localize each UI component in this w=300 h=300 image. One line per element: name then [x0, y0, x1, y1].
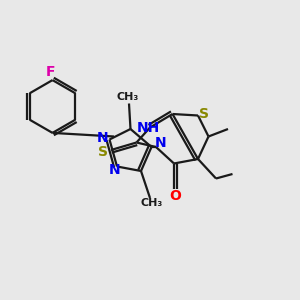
Text: N: N [97, 131, 109, 145]
Text: S: S [98, 145, 109, 158]
Text: N: N [154, 136, 166, 150]
Text: S: S [199, 107, 209, 121]
Text: O: O [169, 189, 181, 202]
Text: NH: NH [137, 121, 160, 134]
Text: CH₃: CH₃ [116, 92, 139, 103]
Text: CH₃: CH₃ [140, 198, 163, 208]
Text: F: F [46, 65, 56, 79]
Text: N: N [109, 163, 120, 177]
